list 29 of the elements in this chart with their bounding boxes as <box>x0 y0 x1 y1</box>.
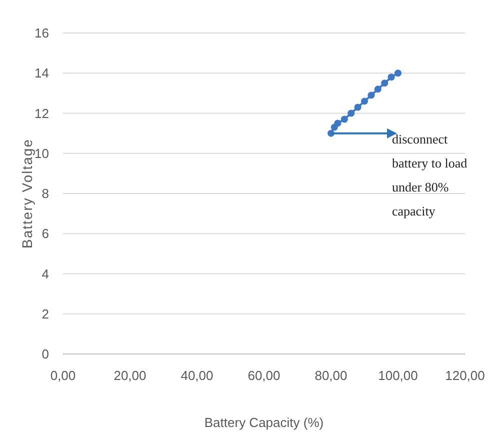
x-tick-label: 40,00 <box>180 368 214 383</box>
y-tick-label: 4 <box>42 266 49 282</box>
point <box>348 110 355 117</box>
point <box>394 70 402 77</box>
y-tick-label: 2 <box>42 306 49 322</box>
x-tick-label: 80,00 <box>314 368 348 383</box>
y-tick-label: 16 <box>34 26 49 41</box>
point <box>354 104 362 111</box>
y-tick-label: 10 <box>34 146 49 161</box>
x-tick-label: 20,00 <box>114 368 146 383</box>
point <box>361 98 368 105</box>
y-tick-label: 0 <box>42 346 49 362</box>
x-tick-label: 0,00 <box>50 368 76 383</box>
y-tick-label: 14 <box>34 66 49 81</box>
point <box>368 92 375 99</box>
point <box>334 120 342 127</box>
point <box>381 80 388 87</box>
y-axis-title: Battery Voltage <box>19 138 35 248</box>
x-tick-label: 120,00 <box>445 368 485 383</box>
point <box>388 74 395 81</box>
x-tick-label: 60,00 <box>248 368 280 383</box>
point <box>374 86 382 93</box>
x-tick-label: 100,00 <box>378 368 418 383</box>
y-tick-label: 12 <box>34 106 49 121</box>
point <box>340 116 348 123</box>
x-axis-title: Battery Capacity (%) <box>204 415 324 430</box>
y-tick-label: 6 <box>42 226 49 242</box>
y-tick-label: 8 <box>42 186 49 202</box>
annotation: disconnect battery to load under 80% capacity <box>392 131 468 218</box>
